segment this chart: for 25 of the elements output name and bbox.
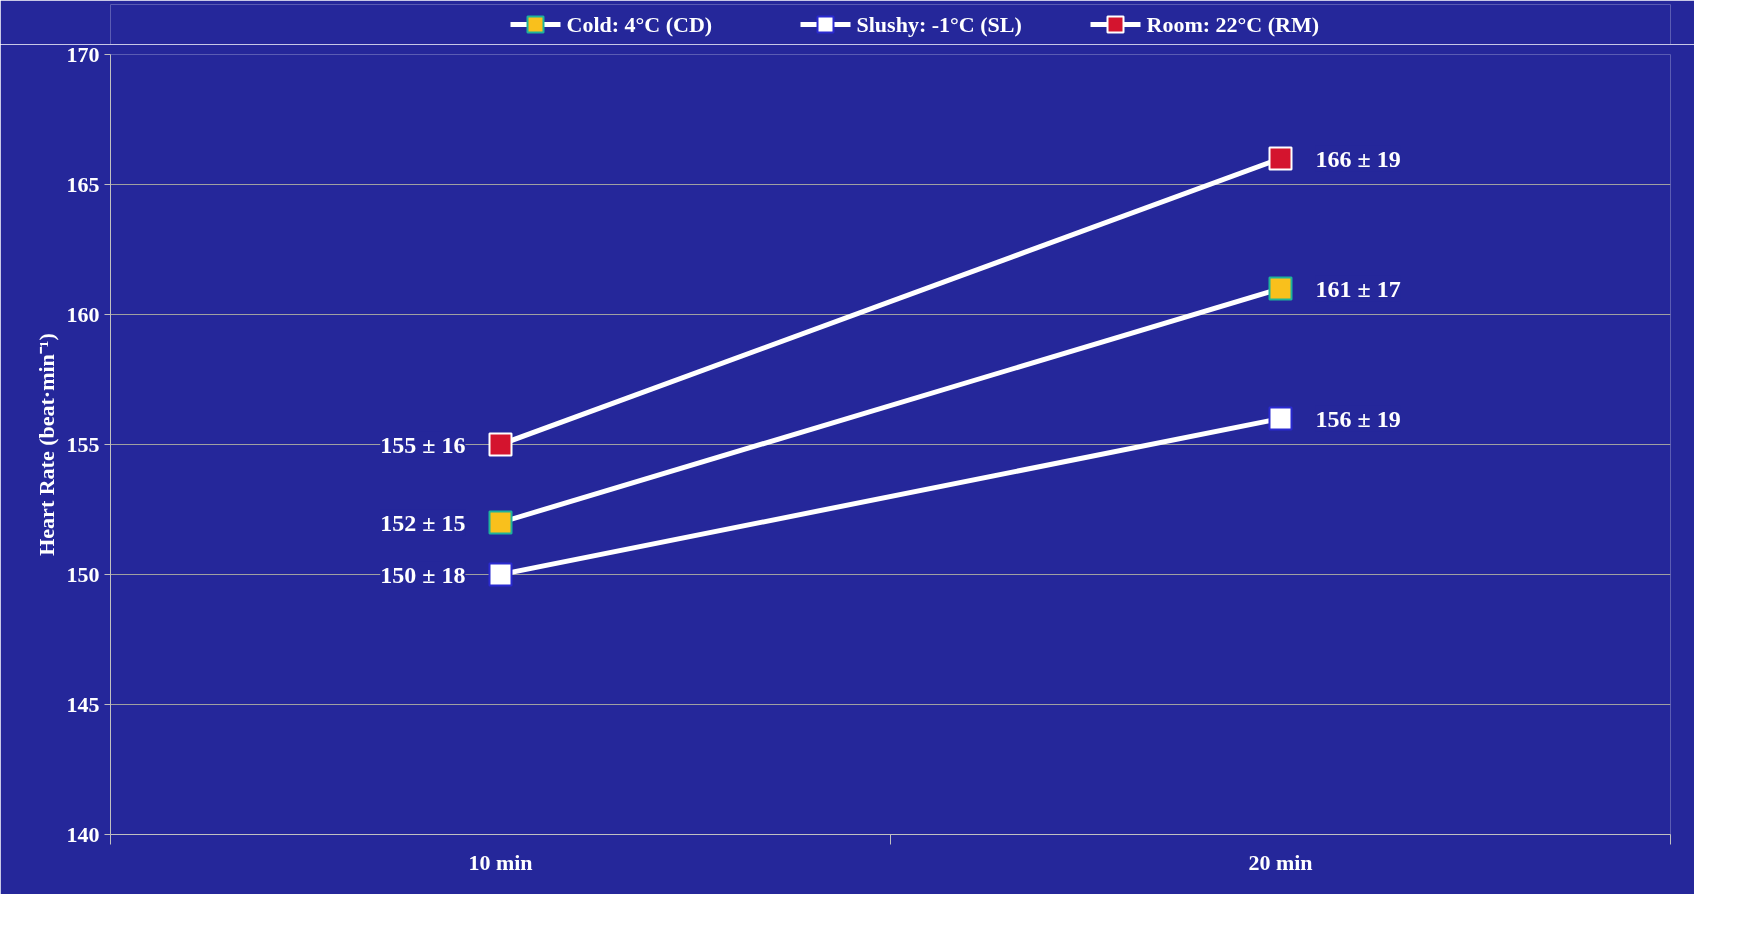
legend-label: Cold: 4°C (CD) xyxy=(566,12,713,37)
point xyxy=(1268,406,1293,431)
data-label: 155 ± 16 xyxy=(380,431,466,458)
legend-label: Room: 22°C (RM) xyxy=(1146,12,1320,37)
point xyxy=(1268,146,1293,171)
legend-label: Slushy: -1°C (SL) xyxy=(856,12,1022,37)
data-label: 156 ± 19 xyxy=(1315,405,1401,432)
data-label: 152 ± 15 xyxy=(380,509,466,536)
point xyxy=(488,562,513,587)
y-tick-label: 140 xyxy=(66,821,100,847)
point xyxy=(488,432,513,457)
data-label: 166 ± 19 xyxy=(1315,145,1401,172)
point xyxy=(488,510,513,535)
y-tick-label: 170 xyxy=(66,41,100,67)
data-label: 161 ± 17 xyxy=(1315,275,1401,302)
y-tick-label: 145 xyxy=(66,691,100,717)
data-label: 150 ± 18 xyxy=(380,561,466,588)
y-tick-label: 160 xyxy=(66,301,100,327)
y-tick-label: 155 xyxy=(66,431,100,457)
x-tick-label: 20 min xyxy=(1248,849,1313,875)
y-tick-label: 150 xyxy=(66,561,100,587)
point xyxy=(1268,276,1293,301)
x-tick-label: 10 min xyxy=(468,849,533,875)
y-axis-title: Heart Rate (beat·min⁻¹) xyxy=(33,333,59,556)
y-tick-label: 165 xyxy=(66,171,100,197)
